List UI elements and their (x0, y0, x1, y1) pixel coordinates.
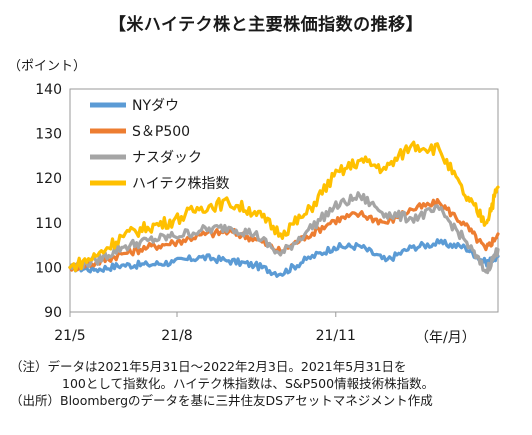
y-tick-label: 140 (35, 82, 62, 98)
series-lines (68, 140, 500, 278)
note-line-1: （注）データは2021年5月31日～2022年2月3日。2021年5月31日を (10, 359, 407, 374)
y-tick-label: 90 (44, 305, 62, 321)
line-chart: 90 100 110 120 130 140 21/5 21/8 21/11 NYダウ S＆P5… (35, 82, 500, 346)
x-tick-label: 21/8 (161, 328, 192, 344)
legend-label: NYダウ (132, 98, 179, 114)
legend-label: ハイテク株指数 (132, 176, 229, 192)
y-tick-label: 120 (35, 171, 62, 187)
y-tick-label: 100 (35, 260, 62, 276)
chart-title: 【米ハイテク株と主要株価指数の推移】 (108, 15, 424, 35)
x-tick-label: 21/11 (316, 328, 356, 344)
footnotes: （注）データは2021年5月31日～2022年2月3日。2021年5月31日を … (10, 358, 434, 409)
x-axis-ticks: 21/5 21/8 21/11 (54, 312, 356, 344)
plot-area (69, 88, 499, 313)
legend-label: ナスダック (132, 150, 202, 166)
x-tick-label: 21/5 (54, 328, 85, 344)
series-line (68, 140, 500, 273)
y-tick-label: 110 (35, 216, 62, 232)
legend-label: S＆P500 (132, 124, 190, 140)
y-axis-unit-label: （ポイント） (8, 59, 87, 74)
y-axis-ticks: 90 100 110 120 130 140 (35, 82, 62, 321)
source-line: （出所）Bloombergのデータを基に三井住友DSアセットマネジメント作成 (10, 393, 433, 408)
series-line (68, 238, 500, 278)
y-tick-label: 130 (35, 127, 62, 143)
note-line-2: 100として指数化。ハイテク株指数は、S&P500情報技術株指数。 (62, 376, 435, 391)
series-line (68, 191, 500, 275)
x-axis-label: （年/月） (415, 330, 476, 346)
